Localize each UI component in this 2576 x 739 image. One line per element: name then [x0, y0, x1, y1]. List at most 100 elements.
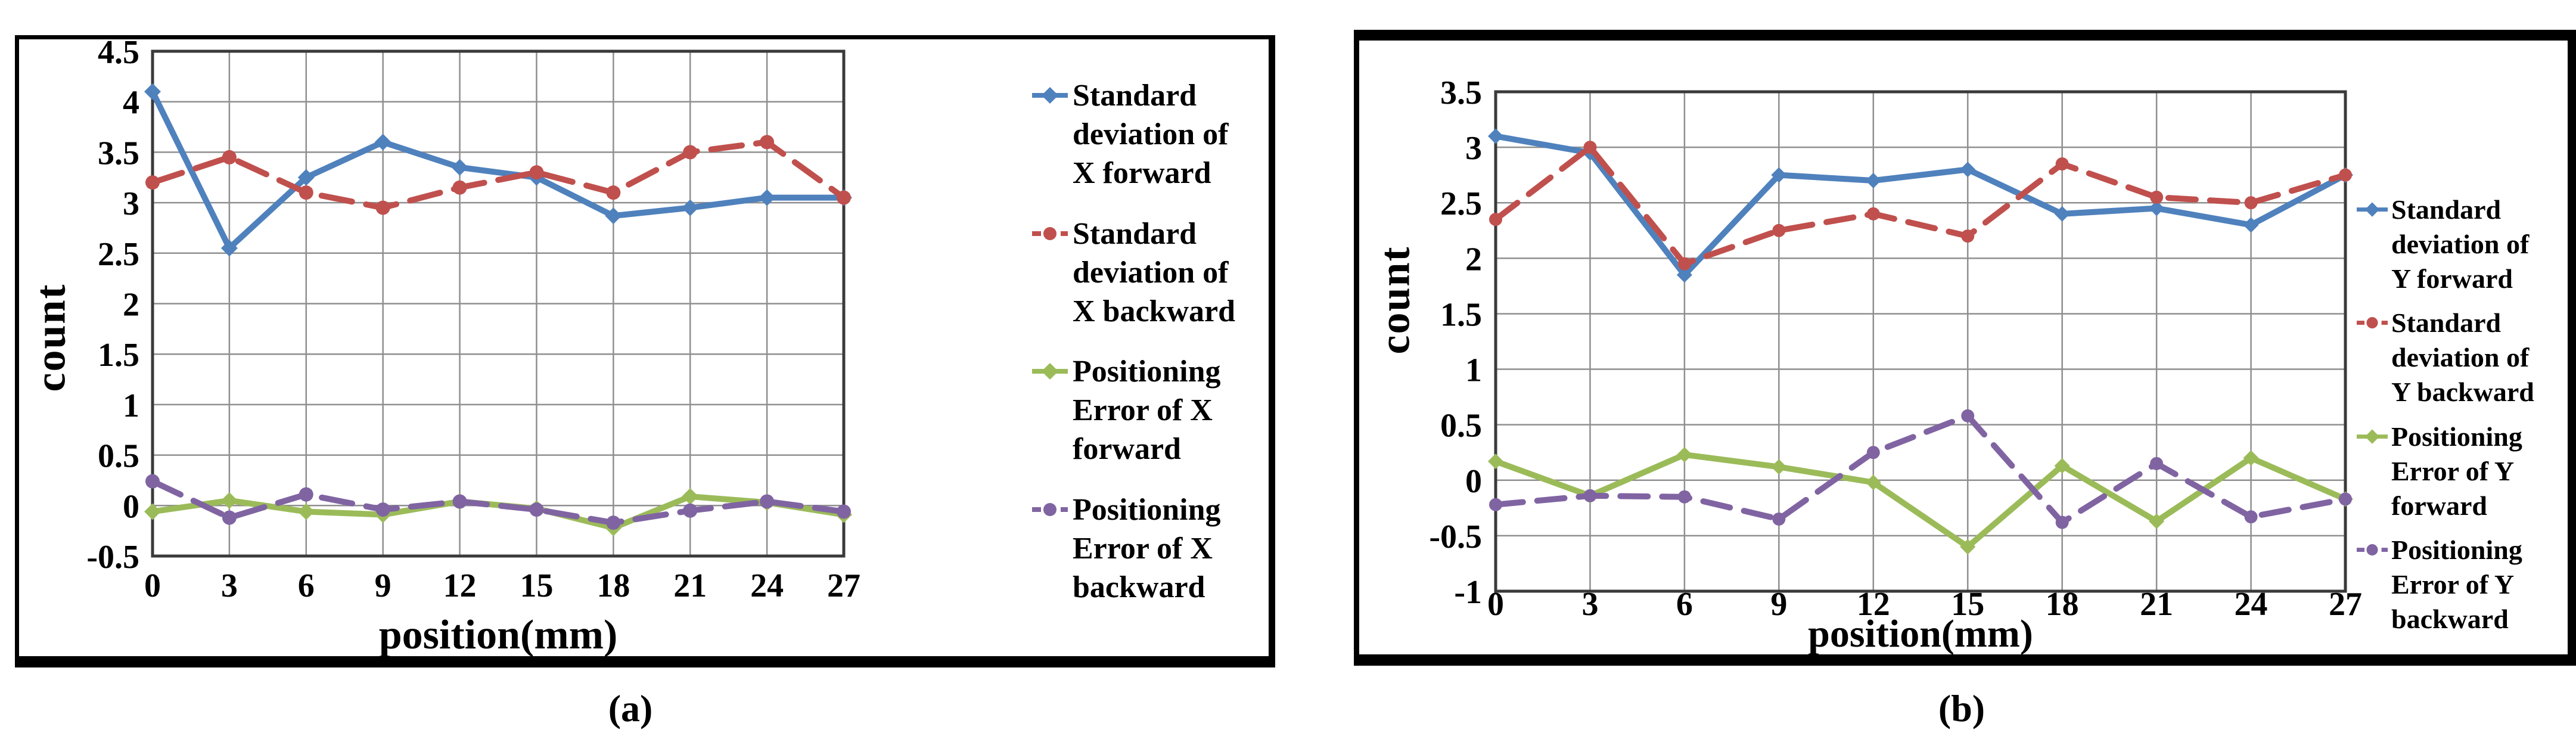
series-marker — [1771, 459, 1787, 475]
y-tick-label: -1 — [1454, 574, 1482, 611]
series-marker — [1677, 257, 1691, 271]
series-marker — [144, 83, 161, 100]
series-marker — [2149, 200, 2165, 216]
series-marker — [2244, 510, 2258, 524]
legend-swatch-icon — [2357, 317, 2388, 329]
series-marker — [222, 150, 237, 164]
series-marker — [1960, 539, 1976, 555]
series-marker — [220, 240, 238, 257]
series-marker — [2243, 217, 2259, 233]
legend-item: Standard deviation of Y backward — [2357, 306, 2568, 409]
legend-item: Standard deviation of X backward — [1032, 215, 1269, 331]
series-line — [1493, 144, 2348, 267]
series-marker — [299, 185, 313, 200]
series-marker — [375, 200, 390, 215]
series-marker — [682, 488, 699, 505]
legend-swatch-icon — [2357, 429, 2388, 444]
y-axis-title-text: count — [26, 282, 74, 392]
y-tick-label: 3 — [1465, 130, 1482, 167]
series-marker — [683, 145, 698, 160]
x-tick-label: 3 — [221, 567, 238, 604]
series-marker — [529, 502, 544, 517]
y-tick-label: -0.5 — [86, 539, 139, 576]
series-marker — [145, 175, 160, 190]
series-line — [150, 478, 847, 526]
series-marker — [2054, 206, 2070, 222]
x-tick-label: 6 — [298, 567, 315, 604]
series-marker — [1865, 172, 1881, 188]
x-tick-label: 18 — [596, 567, 630, 604]
y-tick-label: 4.5 — [98, 39, 139, 71]
legend-swatch-icon — [1032, 363, 1068, 380]
series-line — [150, 493, 847, 531]
series-marker — [375, 502, 390, 517]
legend-swatch-icon — [1032, 87, 1068, 104]
series-marker — [759, 189, 776, 206]
series-marker — [2055, 157, 2069, 171]
series-marker — [1772, 512, 1786, 526]
plot-border — [151, 49, 846, 558]
legend-label: Standard deviation of X backward — [1073, 216, 1236, 328]
y-axis-title-text: count — [1371, 245, 1419, 355]
series-marker — [682, 199, 699, 216]
series-marker — [2150, 190, 2164, 204]
x-tick-label: 0 — [144, 567, 161, 604]
y-tick-label: -0.5 — [1429, 518, 1482, 555]
y-axis-title: count — [1359, 172, 1431, 428]
y-axis-title: count — [12, 212, 89, 462]
y-tick-label: 1.5 — [98, 337, 139, 374]
legend-swatch-icon — [2357, 544, 2388, 556]
series-marker — [2054, 458, 2070, 474]
y-tick-label: 2.5 — [98, 236, 139, 273]
series-marker — [837, 190, 851, 205]
series-line — [1493, 412, 2348, 526]
series-marker — [2055, 516, 2069, 529]
series-marker — [2149, 513, 2165, 529]
series-marker — [297, 169, 315, 186]
series-marker — [145, 474, 160, 489]
legend-label: Standard deviation of Y backward — [2391, 308, 2534, 408]
series-marker — [1676, 267, 1692, 283]
legend: Standard deviation of X forward Standard dev… — [1032, 76, 1269, 607]
subfigure-caption-a: (a) — [608, 687, 653, 729]
y-tick-label: 4 — [123, 85, 139, 122]
legend-item: Standard deviation of Y forward — [2357, 192, 2568, 296]
y-tick-label: 1 — [1465, 352, 1482, 389]
series-marker — [1771, 167, 1787, 183]
series-marker — [144, 503, 161, 520]
subfigure-caption-b: (b) — [1938, 687, 1985, 729]
x-tick-label: 24 — [750, 567, 784, 604]
series-marker — [2339, 492, 2352, 506]
series-marker — [1488, 454, 1503, 470]
series-marker — [2244, 196, 2258, 210]
x-tick-label: 12 — [443, 567, 477, 604]
legend-swatch-icon — [1032, 226, 1068, 240]
y-tick-label: 3.5 — [98, 135, 139, 172]
line-chart-b: 3.532.521.510.50-0.5-1 0 3 6 9 12 15 18 21 24 27 — [1429, 74, 2362, 623]
x-tick-label: 9 — [375, 567, 391, 604]
series-marker — [605, 207, 622, 225]
series-marker — [1677, 490, 1691, 504]
series-marker — [2339, 168, 2352, 182]
series-marker — [837, 504, 851, 519]
y-tick-label: 0.5 — [98, 438, 139, 475]
y-tick-label: 2.5 — [1440, 185, 1482, 222]
series-marker — [1866, 446, 1880, 459]
series-marker — [1583, 141, 1597, 154]
series-marker — [683, 503, 698, 518]
series-marker — [606, 185, 621, 200]
x-axis-title: position(mm) — [1808, 612, 2033, 656]
series-marker — [1960, 162, 1976, 178]
series-marker — [452, 180, 467, 195]
line-chart-a: 4.543.532.521.510.50-0.50 3 6 9 12 15 18 21 24 27 — [86, 39, 860, 604]
series-marker — [529, 165, 544, 180]
series-marker — [760, 135, 775, 150]
